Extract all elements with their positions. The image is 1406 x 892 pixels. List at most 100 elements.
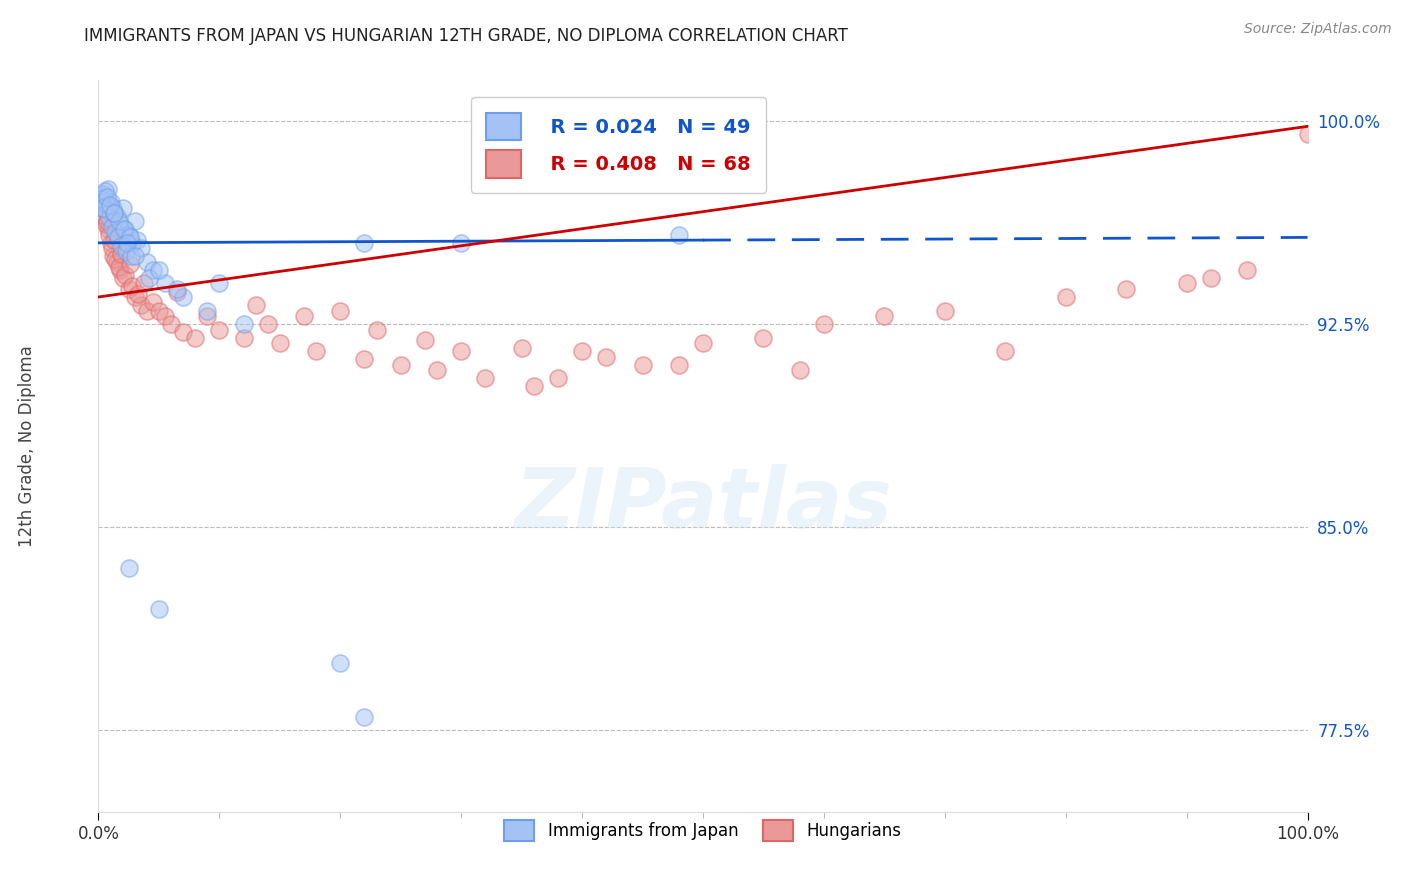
Point [1054, 290, 1077, 304]
Point [108, 214, 131, 228]
Point [96, 214, 118, 228]
Point [110, 238, 132, 252]
Point [450, 235, 472, 250]
Text: Source: ZipAtlas.com: Source: ZipAtlas.com [1244, 22, 1392, 37]
Point [134, 277, 156, 291]
Point [153, 309, 176, 323]
Point [692, 336, 714, 351]
Point [100, 219, 122, 234]
Point [124, 214, 146, 228]
Point [98, 211, 121, 226]
Point [100, 195, 122, 210]
Point [269, 336, 291, 351]
Y-axis label: 12th Grade, No Diploma: 12th Grade, No Diploma [18, 345, 37, 547]
Point [118, 227, 141, 242]
Point [195, 303, 218, 318]
Point [118, 258, 141, 272]
Point [366, 322, 388, 336]
Point [994, 344, 1017, 359]
Point [100, 235, 122, 250]
Point [789, 363, 811, 377]
Point [426, 363, 449, 377]
Point [329, 656, 352, 670]
Point [90, 193, 112, 207]
Point [813, 317, 835, 331]
Point [111, 201, 134, 215]
Point [329, 303, 352, 318]
Point [135, 303, 157, 318]
Point [389, 358, 412, 372]
Point [121, 235, 143, 250]
Point [127, 287, 149, 301]
Point [108, 263, 131, 277]
Point [208, 277, 231, 291]
Point [91, 187, 114, 202]
Point [148, 601, 170, 615]
Point [135, 254, 157, 268]
Point [142, 295, 165, 310]
Point [1199, 271, 1222, 285]
Point [94, 185, 117, 199]
Point [232, 331, 254, 345]
Point [94, 203, 117, 218]
Point [97, 222, 120, 236]
Point [450, 344, 472, 359]
Point [111, 271, 134, 285]
Point [118, 561, 141, 575]
Point [232, 317, 254, 331]
Point [305, 344, 328, 359]
Point [153, 277, 176, 291]
Point [208, 322, 231, 336]
Point [108, 260, 131, 275]
Point [120, 249, 142, 263]
Point [256, 317, 278, 331]
Point [105, 209, 128, 223]
Point [148, 303, 170, 318]
Point [93, 209, 115, 223]
Point [101, 201, 124, 215]
Point [91, 195, 114, 210]
Point [292, 309, 315, 323]
Point [107, 230, 129, 244]
Point [413, 334, 436, 348]
Point [96, 198, 118, 212]
Point [1296, 128, 1319, 142]
Point [195, 309, 218, 323]
Point [245, 298, 267, 312]
Point [117, 235, 139, 250]
Point [97, 181, 120, 195]
Point [91, 201, 114, 215]
Point [595, 350, 617, 364]
Point [93, 190, 115, 204]
Point [668, 358, 690, 372]
Point [523, 379, 546, 393]
Point [127, 233, 149, 247]
Text: ZIPatlas: ZIPatlas [515, 464, 891, 545]
Point [166, 282, 188, 296]
Point [98, 227, 121, 242]
Point [124, 290, 146, 304]
Point [172, 290, 194, 304]
Point [1115, 282, 1137, 296]
Point [353, 352, 375, 367]
Text: IMMIGRANTS FROM JAPAN VS HUNGARIAN 12TH GRADE, NO DIPLOMA CORRELATION CHART: IMMIGRANTS FROM JAPAN VS HUNGARIAN 12TH … [84, 27, 848, 45]
Point [118, 282, 141, 296]
Point [108, 217, 131, 231]
Point [138, 271, 160, 285]
Point [631, 358, 654, 372]
Point [100, 241, 122, 255]
Point [172, 325, 194, 339]
Point [112, 222, 135, 236]
Point [98, 198, 121, 212]
Point [353, 710, 375, 724]
Legend: Immigrants from Japan, Hungarians: Immigrants from Japan, Hungarians [498, 814, 908, 847]
Point [353, 235, 375, 250]
Point [104, 225, 127, 239]
Point [129, 298, 152, 312]
Point [115, 244, 138, 258]
Point [114, 222, 136, 236]
Point [1175, 277, 1198, 291]
Point [510, 342, 533, 356]
Point [103, 233, 125, 247]
Point [104, 252, 127, 266]
